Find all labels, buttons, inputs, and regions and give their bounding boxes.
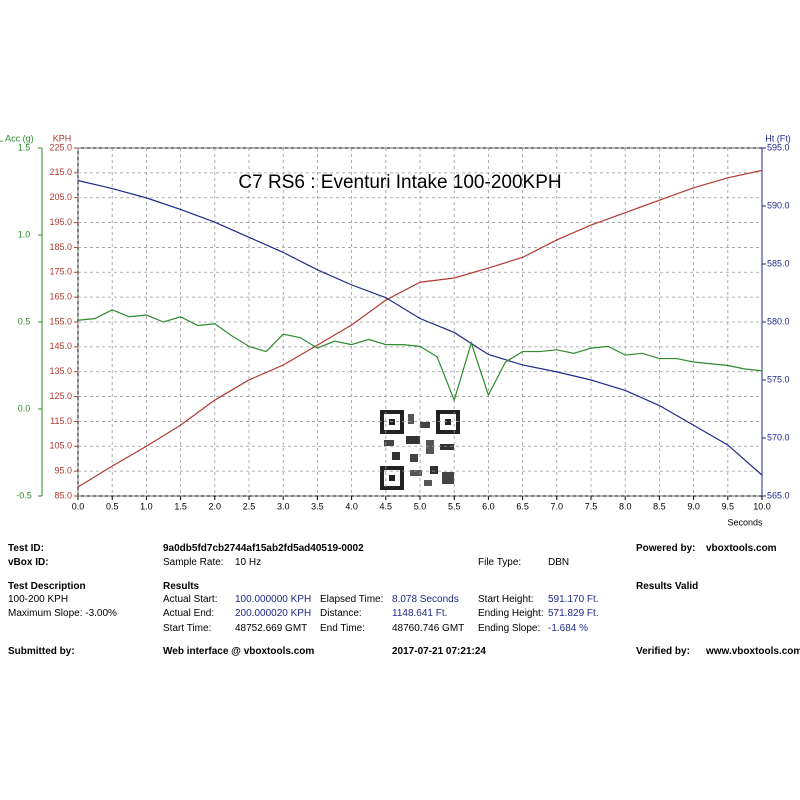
report-text: 9a0db5fd7cb2744af15ab2fd5ad40519-0002 (163, 543, 364, 554)
report-text: Web interface @ vboxtools.com (163, 646, 315, 657)
x-tick-label: 1.5 (174, 501, 187, 511)
chart: 0.0 0.5 1.0 1.5 2.0 2.5 3.0 3.5 4.0 4.5 5.0 5.5 6.0 6… (0, 133, 791, 527)
report-text: Actual Start: (163, 594, 218, 605)
y-tick-label: 125.0 (49, 391, 72, 401)
y2-axis-label: Ht (Ft) (765, 133, 791, 143)
chart-title: C7 RS6 : Eventuri Intake 100-200KPH (238, 172, 561, 193)
x-tick-label: 4.5 (380, 501, 393, 511)
series-line (77, 309, 763, 403)
x-tick-label: 5.0 (414, 501, 427, 511)
y-tick-label: 155.0 (49, 316, 72, 326)
report-text: 2017-07-21 07:21:24 (392, 646, 486, 657)
x-tick-label: 6.0 (482, 501, 495, 511)
report-text: vboxtools.com (706, 543, 777, 554)
report-text: Test ID: (8, 543, 44, 554)
report-text: -1.684 % (548, 623, 589, 634)
y3-tick-label: -0.5 (16, 490, 32, 500)
y2-tick-label: 575.0 (767, 374, 790, 384)
report-text: 200.000020 KPH (235, 608, 312, 619)
report-text: Test Description (8, 581, 86, 592)
y2-tick-label: 585.0 (767, 258, 790, 268)
qr-code (380, 410, 460, 490)
series-line (77, 179, 763, 476)
report-text: 8.078 Seconds (392, 594, 459, 605)
report-text: 48760.746 GMT (392, 623, 465, 634)
report-text: 1148.641 Ft. (392, 608, 448, 619)
report-text: 591.170 Ft. (548, 594, 599, 605)
y3-tick-label: 0.0 (18, 403, 31, 413)
x-tick-label: 0.5 (106, 501, 119, 511)
report-text: vBox ID: (8, 557, 49, 568)
series-line (77, 169, 763, 488)
y3-tick-label: 1.0 (18, 229, 31, 239)
y3-tick-label: 1.5 (18, 142, 31, 152)
report-text: Elapsed Time: (320, 594, 384, 605)
x-axis-label: Seconds (727, 517, 763, 527)
y-axis-label: KPH (53, 133, 72, 143)
y-tick-label: 185.0 (49, 242, 72, 252)
y-tick-label: 195.0 (49, 217, 72, 227)
x-tick-label: 7.0 (551, 501, 564, 511)
report-text: Sample Rate: (163, 557, 224, 568)
y-tick-label: 175.0 (49, 267, 72, 277)
x-tick-label: 8.0 (619, 501, 632, 511)
y2-tick-label: 590.0 (767, 200, 790, 210)
y3-tick-label: 0.5 (18, 316, 31, 326)
report-text: Start Height: (478, 594, 534, 605)
y-tick-label: 135.0 (49, 366, 72, 376)
report-text: Results Valid (636, 581, 699, 592)
report-text: Actual End: (163, 608, 215, 619)
report-text: Powered by: (636, 543, 696, 554)
y-tick-label: 145.0 (49, 341, 72, 351)
report-text: End Time: (320, 623, 366, 634)
y-tick-label: 85.0 (54, 490, 72, 500)
report-text: DBN (548, 557, 570, 568)
x-tick-label: 5.5 (448, 501, 461, 511)
report-text: 571.829 Ft. (548, 608, 599, 619)
report-text: Submitted by: (8, 646, 75, 657)
report-text: Results (163, 581, 200, 592)
x-tick-label: 7.5 (585, 501, 598, 511)
x-tick-label: 10.0 (753, 501, 771, 511)
x-tick-label: 4.0 (345, 501, 358, 511)
y-tick-label: 215.0 (49, 167, 72, 177)
x-tick-label: 3.5 (311, 501, 324, 511)
x-tick-label: 2.5 (243, 501, 256, 511)
y2-tick-label: 595.0 (767, 142, 790, 152)
report-text: 10 Hz (235, 557, 262, 568)
report-text: Maximum Slope: -3.00% (8, 608, 117, 619)
y-tick-label: 165.0 (49, 292, 72, 302)
y3-axis-label: L Acc (g) (0, 133, 34, 143)
y2-tick-label: 570.0 (767, 432, 790, 442)
y-tick-label: 95.0 (54, 466, 72, 476)
report-text: 100.000000 KPH (235, 594, 312, 605)
y-tick-label: 115.0 (50, 416, 72, 426)
x-tick-label: 0.0 (72, 501, 85, 511)
y2-tick-label: 580.0 (767, 316, 790, 326)
y-tick-label: 105.0 (49, 441, 72, 451)
y2-tick-label: 565.0 (767, 490, 790, 500)
x-tick-label: 6.5 (516, 501, 529, 511)
x-tick-label: 2.0 (209, 501, 222, 511)
report-text: Verified by: (636, 646, 690, 657)
report-text: Ending Slope: (478, 623, 541, 634)
report-text: Ending Height: (478, 608, 544, 619)
report-text: Start Time: (163, 623, 212, 634)
x-tick-label: 9.0 (687, 501, 700, 511)
x-tick-label: 8.5 (653, 501, 666, 511)
report-text: 48752.669 GMT (235, 623, 308, 634)
report-text: 100-200 KPH (8, 594, 69, 605)
x-tick-label: 9.5 (722, 501, 735, 511)
x-tick-label: 3.0 (277, 501, 290, 511)
x-tick-label: 1.0 (140, 501, 153, 511)
y-tick-label: 225.0 (49, 142, 72, 152)
report-text: File Type: (478, 557, 522, 568)
report-text: Distance: (320, 608, 362, 619)
report-text: www.vboxtools.com (706, 646, 800, 657)
y-tick-label: 205.0 (49, 192, 72, 202)
